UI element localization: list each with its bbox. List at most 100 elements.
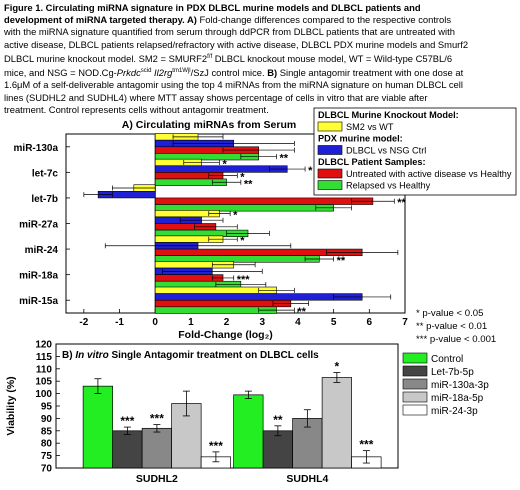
caption-line6c: B) (267, 67, 278, 79)
chart-a-category-label: miR-18a (19, 271, 58, 282)
pvalue-legend-1: * p-value < 0.05 (416, 308, 484, 319)
chart-a-legend-box (313, 107, 517, 196)
chart-b-legend-swatch (402, 391, 428, 403)
chart-b-ytick-label: 100 (35, 389, 52, 400)
chart-a-title: A) Circulating miRNAs from Serum (122, 119, 296, 131)
caption-line6a: mice, and NSG = NOD.Cg- (4, 67, 117, 79)
chart-b-ytick-label: 90 (41, 414, 53, 425)
chart-b-ytick-label: 70 (41, 464, 53, 475)
caption-line6-gene1: Prkdc (116, 67, 141, 79)
chart-b-legend-swatch (402, 404, 428, 416)
chart-a-xtick-label: 2 (224, 317, 230, 328)
chart-a-bar (154, 293, 363, 301)
chart-b-bar (82, 385, 113, 469)
chart-b-ytick-label: 120 (35, 340, 52, 351)
chart-a-legend-label: SM2 vs WT (346, 122, 394, 132)
chart-b-legend-swatch (402, 365, 428, 377)
chart-a-legend-swatch (317, 180, 343, 190)
caption-line6-sup1: scid (140, 68, 152, 75)
caption-line5-sup: f/f (207, 53, 213, 60)
chart-b-legend-label: miR-18a-5p (431, 393, 484, 404)
chart-b-legend-label: Let-7b-5p (431, 367, 474, 378)
caption-line6-sup2: tm1Wjl (172, 68, 191, 75)
chart-a-significance-label: * (308, 165, 313, 177)
chart-b-ytick-label: 85 (41, 426, 53, 437)
chart-a-significance-label: *** (237, 274, 251, 286)
chart-a-significance-label: * (233, 210, 238, 222)
chart-a-legend-swatch (317, 145, 343, 155)
chart-b-category-label: SUDHL2 (136, 473, 178, 485)
chart-a-legend-group-title: DLBCL Patient Samples: (318, 157, 426, 167)
caption-line3: with the miRNA signature quantified from… (4, 26, 455, 38)
chart-b-bar (112, 430, 143, 469)
chart-a-category-label: let-7c (32, 168, 59, 179)
chart-a-xtick-label: -1 (115, 317, 124, 328)
chart-b-bar (321, 377, 352, 469)
chart-b-legend-swatch (402, 352, 428, 364)
chart-b-legend-swatch (402, 378, 428, 390)
chart-b-bar (141, 427, 172, 469)
caption-line6-gene2: Il2rg (151, 67, 173, 79)
chart-a-category-label: miR-130a (14, 143, 59, 154)
chart-b-ytick-label: 110 (36, 364, 53, 375)
chart-b-significance-label: *** (209, 439, 223, 453)
chart-a-xtick-label: 5 (331, 317, 337, 328)
chart-a-xtick-label: 3 (259, 317, 265, 328)
chart-b-ytick-label: 75 (41, 451, 53, 462)
chart-b-legend-label: miR-130a-3p (431, 380, 489, 391)
caption-line8: lines (SUDHL2 and SUDHL4) where MTT assa… (4, 91, 428, 103)
chart-b-ytick-label: 95 (41, 402, 53, 413)
chart-a-legend-group-title: DLBCL Murine Knockout Model: (318, 110, 459, 120)
chart-b-significance-label: * (335, 360, 340, 374)
chart-a-xtick-label: 1 (188, 317, 194, 328)
chart-b-significance-label: *** (120, 414, 134, 428)
caption-line4: active disease, DLBCL patients relapsed/… (4, 38, 469, 50)
chart-a-bar (154, 286, 277, 294)
chart-a-legend-label: Untreated with active disease vs Healthy (346, 169, 512, 179)
chart-a-legend-swatch (317, 121, 343, 132)
caption-line7: 1.6μM of a self-deliverable antagomir us… (4, 79, 463, 91)
chart-a-significance-label: ** (244, 178, 253, 190)
chart-a-significance-label: ** (337, 255, 346, 267)
chart-a-legend-label: Relapsed vs Healthy (346, 181, 431, 191)
caption-line6b: /SzJ control mice. (190, 67, 268, 79)
chart-a-significance-label: ** (397, 197, 406, 209)
chart-a-significance-label: ** (280, 153, 289, 165)
chart-a-bar (154, 197, 374, 205)
chart-b-significance-label: ** (273, 413, 283, 427)
chart-b-ytick-label: 80 (41, 439, 53, 450)
chart-b-bar (233, 394, 264, 469)
chart-a-bar (154, 165, 288, 173)
chart-b-bar (262, 430, 293, 469)
chart-b-ylabel: Viability (%) (5, 376, 17, 435)
caption-line2: Fold-change differences compared to the … (196, 14, 452, 26)
chart-a-bar (154, 299, 292, 308)
caption-line2-bold: development of miRNA targeted therapy. A… (4, 14, 197, 26)
chart-a-significance-label: ** (297, 306, 306, 318)
caption-line1: Figure 1. Circulating miRNA signature in… (4, 2, 421, 13)
chart-b-significance-label: *** (359, 438, 373, 452)
chart-a-legend-swatch (317, 168, 343, 179)
chart-a-category-label: let-7b (31, 194, 58, 205)
chart-a-xtick-label: 0 (152, 317, 158, 328)
chart-a-significance-label: * (240, 172, 245, 184)
chart-b-ytick-label: 105 (35, 377, 52, 388)
chart-a-legend-label: DLBCL vs NSG Ctrl (346, 146, 426, 156)
pvalue-legend-3: *** p-value < 0.001 (416, 334, 497, 345)
chart-a-significance-label: * (222, 158, 227, 170)
chart-a-xtick-label: 6 (367, 317, 373, 328)
caption-line5b: DLBCL knockout mouse model, WT = Wild-ty… (212, 52, 453, 64)
caption-line6d: Single antagomir treatment with one dose… (277, 67, 464, 79)
caption-line9: treatment. Control represents cells with… (4, 103, 269, 115)
chart-a-category-label: miR-24 (25, 245, 59, 256)
chart-b-significance-label: *** (150, 412, 164, 426)
figure-caption: Figure 1. Circulating miRNA signature in… (4, 2, 516, 116)
caption-line5a: DLBCL murine knockout model. SM2 = SMURF… (4, 52, 208, 64)
chart-a-legend-group-title: PDX murine model: (318, 134, 403, 144)
chart-a-xlabel: Fold-Change (log₂) (178, 329, 272, 341)
chart-a-bar (154, 306, 277, 314)
chart-a-xtick-label: 4 (295, 317, 301, 328)
chart-b-ytick-label: 115 (36, 352, 53, 363)
chart-b-category-label: SUDHL4 (286, 473, 328, 485)
